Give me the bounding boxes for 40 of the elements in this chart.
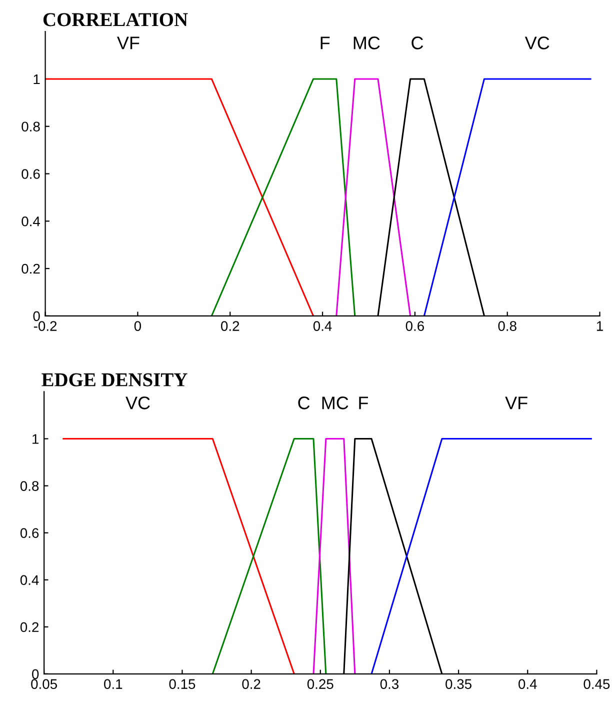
x-tick-label: 0.2 [221, 321, 240, 331]
y-tick-label: 0 [32, 669, 39, 680]
y-tick-label: 0.2 [22, 264, 40, 274]
x-tick-label: 0.6 [406, 321, 424, 331]
series-label: VF [505, 396, 528, 410]
y-tick-label: 0.4 [20, 575, 39, 586]
series-label: VC [126, 396, 150, 410]
y-tick-label: 1 [34, 74, 40, 84]
series-label: C [298, 396, 310, 410]
series-label: C [412, 36, 424, 50]
y-tick-label: 0 [33, 311, 40, 322]
y-tick-label: 0.6 [22, 169, 40, 179]
series-label: F [359, 396, 368, 410]
chart-title: EDGE DENSITY [42, 373, 188, 386]
y-tick-label: 0.4 [22, 216, 40, 226]
x-tick-label: 0.05 [31, 679, 57, 689]
y-tick-label: 0.2 [20, 622, 39, 632]
x-tick-label: 0.25 [307, 679, 334, 689]
series-label: VF [117, 36, 140, 50]
x-tick-label: 0.45 [584, 679, 610, 689]
x-tick-label: 0.35 [446, 679, 472, 689]
y-tick-label: 0.8 [22, 122, 40, 132]
y-tick-label: 0.6 [20, 528, 39, 538]
y-tick-label: 1 [32, 434, 39, 444]
x-tick-label: 0.4 [313, 321, 332, 331]
y-tick-label: 0.8 [20, 481, 39, 491]
x-tick-label: 0.2 [242, 679, 260, 689]
series-label: F [320, 36, 330, 50]
x-tick-label: 0.4 [518, 679, 537, 689]
series-label: VC [524, 36, 550, 50]
x-tick-label: 0.3 [380, 679, 399, 689]
x-tick-label: 0.15 [169, 679, 196, 689]
series-label: MC [322, 396, 348, 410]
x-tick-label: -0.2 [34, 321, 57, 331]
x-tick-label: 0 [134, 321, 142, 331]
series-label: MC [354, 36, 380, 50]
x-tick-label: 0.8 [498, 321, 516, 331]
x-tick-label: 1 [596, 321, 603, 331]
chart-title: CORRELATION [43, 13, 188, 26]
x-tick-label: 0.1 [104, 679, 122, 689]
